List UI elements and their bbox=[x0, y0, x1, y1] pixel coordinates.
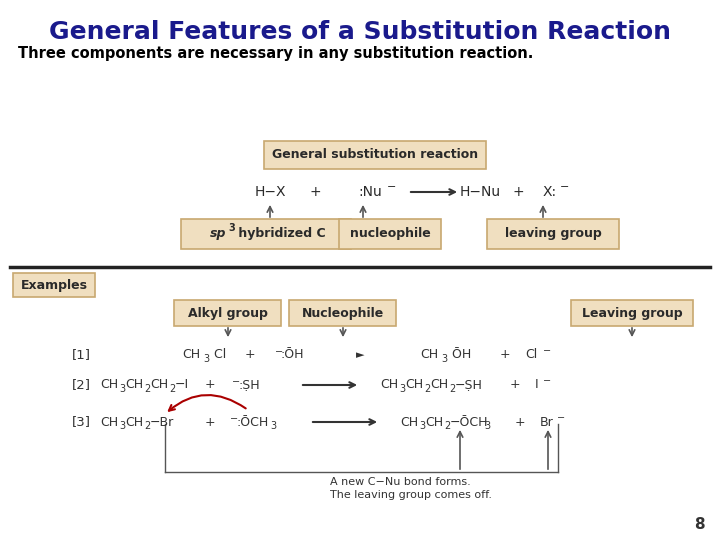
Text: −: − bbox=[230, 414, 238, 424]
Text: [1]: [1] bbox=[72, 348, 91, 361]
Text: +: + bbox=[245, 348, 256, 361]
Text: CH: CH bbox=[182, 348, 200, 361]
Text: −: − bbox=[557, 413, 565, 423]
Text: Nucleophile: Nucleophile bbox=[302, 307, 384, 320]
Text: 2: 2 bbox=[144, 421, 150, 431]
Text: −: − bbox=[387, 182, 397, 192]
Text: 3: 3 bbox=[119, 421, 125, 431]
Text: [2]: [2] bbox=[72, 379, 91, 392]
Text: :ŌH: :ŌH bbox=[280, 348, 304, 361]
Text: Examples: Examples bbox=[20, 279, 88, 292]
Text: CH: CH bbox=[150, 379, 168, 392]
Text: 3: 3 bbox=[441, 354, 447, 364]
Text: CH: CH bbox=[125, 379, 143, 392]
Text: :ŌCH: :ŌCH bbox=[236, 415, 269, 429]
Text: General Features of a Substitution Reaction: General Features of a Substitution React… bbox=[49, 20, 671, 44]
Text: −I: −I bbox=[175, 379, 189, 392]
Text: −: − bbox=[543, 376, 551, 386]
Text: :Nu: :Nu bbox=[358, 185, 382, 199]
FancyBboxPatch shape bbox=[13, 273, 95, 297]
Text: :ṢH: :ṢH bbox=[238, 379, 260, 392]
Text: +: + bbox=[500, 348, 510, 361]
FancyBboxPatch shape bbox=[487, 219, 619, 249]
Text: −: − bbox=[560, 182, 570, 192]
Text: CH: CH bbox=[400, 415, 418, 429]
Text: CH: CH bbox=[125, 415, 143, 429]
Text: −: − bbox=[275, 347, 283, 357]
FancyBboxPatch shape bbox=[264, 141, 486, 169]
Text: 3: 3 bbox=[399, 384, 405, 394]
Text: CH: CH bbox=[405, 379, 423, 392]
Text: +: + bbox=[515, 415, 526, 429]
Text: A new C−Nu bond forms.: A new C−Nu bond forms. bbox=[330, 477, 471, 487]
Text: Three components are necessary in any substitution reaction.: Three components are necessary in any su… bbox=[18, 46, 534, 61]
Text: +: + bbox=[512, 185, 524, 199]
Text: 3: 3 bbox=[119, 384, 125, 394]
Text: sp: sp bbox=[210, 227, 227, 240]
Text: Cl: Cl bbox=[210, 348, 226, 361]
Text: 2: 2 bbox=[449, 384, 455, 394]
Text: −: − bbox=[232, 377, 240, 387]
Text: 3: 3 bbox=[270, 421, 276, 431]
FancyBboxPatch shape bbox=[571, 300, 693, 326]
Text: 2: 2 bbox=[444, 421, 450, 431]
Text: CH: CH bbox=[100, 415, 118, 429]
FancyBboxPatch shape bbox=[174, 300, 281, 326]
Text: −Br: −Br bbox=[150, 415, 174, 429]
Text: 3: 3 bbox=[484, 421, 490, 431]
Text: I: I bbox=[535, 379, 539, 392]
Text: CH: CH bbox=[380, 379, 398, 392]
Text: 3: 3 bbox=[419, 421, 425, 431]
Text: −ŌCH: −ŌCH bbox=[450, 415, 488, 429]
Text: H−Nu: H−Nu bbox=[459, 185, 500, 199]
Text: +: + bbox=[204, 379, 215, 392]
Text: 3: 3 bbox=[203, 354, 209, 364]
FancyBboxPatch shape bbox=[339, 219, 441, 249]
Text: 8: 8 bbox=[694, 517, 705, 532]
Text: nucleophile: nucleophile bbox=[350, 227, 431, 240]
Text: CH: CH bbox=[430, 379, 448, 392]
Text: 2: 2 bbox=[424, 384, 431, 394]
FancyBboxPatch shape bbox=[181, 219, 351, 249]
Text: +: + bbox=[309, 185, 321, 199]
Text: H−X: H−X bbox=[254, 185, 286, 199]
Text: Leaving group: Leaving group bbox=[582, 307, 683, 320]
Text: CH: CH bbox=[100, 379, 118, 392]
Text: +: + bbox=[204, 415, 215, 429]
Text: The leaving group comes off.: The leaving group comes off. bbox=[330, 490, 492, 500]
Text: −: − bbox=[543, 346, 551, 356]
Text: Alkyl group: Alkyl group bbox=[188, 307, 268, 320]
Text: +: + bbox=[510, 379, 521, 392]
Text: X:: X: bbox=[543, 185, 557, 199]
Text: −ṢH: −ṢH bbox=[455, 379, 483, 392]
Text: Br: Br bbox=[540, 415, 554, 429]
Text: General substitution reaction: General substitution reaction bbox=[272, 148, 478, 161]
Text: 2: 2 bbox=[144, 384, 150, 394]
Text: ►: ► bbox=[356, 350, 364, 360]
Text: hybridized C: hybridized C bbox=[234, 227, 325, 240]
Text: CH: CH bbox=[425, 415, 443, 429]
Text: ŌH: ŌH bbox=[448, 348, 472, 361]
FancyBboxPatch shape bbox=[289, 300, 396, 326]
Text: [3]: [3] bbox=[72, 415, 91, 429]
Text: 3: 3 bbox=[228, 223, 235, 233]
Text: leaving group: leaving group bbox=[505, 227, 601, 240]
Text: 2: 2 bbox=[169, 384, 175, 394]
Text: CH: CH bbox=[420, 348, 438, 361]
Text: Cl: Cl bbox=[525, 348, 537, 361]
